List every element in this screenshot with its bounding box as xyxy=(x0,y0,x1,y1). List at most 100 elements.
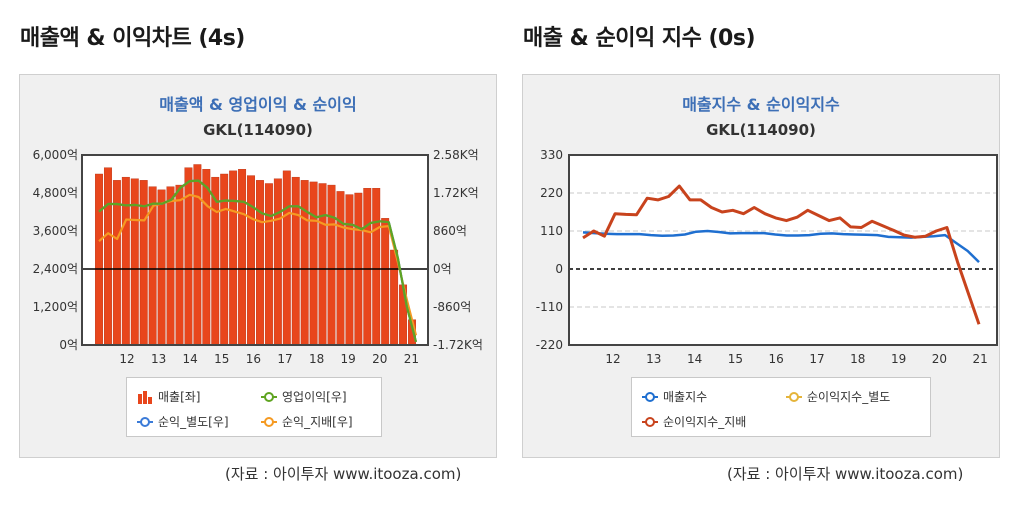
right-legend: 매출지수 순이익지수_별도 순이익지수_지배 xyxy=(631,377,931,437)
left-chart-panel: 매출액 & 영업이익 & 순이익 GKL(114090) 6,000억 4,800… xyxy=(19,74,497,458)
y-right-tick-label: 1.72K억 xyxy=(433,186,479,200)
sales-bar xyxy=(130,178,139,346)
legend-item-sales[interactable]: 매출[좌] xyxy=(137,388,200,405)
right-chart-plot: 330 220 110 0 -110 -220 12 13 14 15 16 17 18 19 20 21 xyxy=(536,148,998,366)
operating-profit-line xyxy=(98,179,418,343)
x-tick-label: 15 xyxy=(728,352,743,366)
right-chart-title: 매출지수 & 순이익지수 xyxy=(682,95,840,114)
left-source-credit: (자료 : 아이투자 www.itooza.com) xyxy=(225,465,462,483)
x-tick-label: 12 xyxy=(605,352,620,366)
sales-bar xyxy=(175,184,184,346)
line-marker-legend-icon xyxy=(786,391,802,402)
legend-label-net-index-separate: 순이익지수_별도 xyxy=(807,390,891,404)
x-tick-label: 20 xyxy=(932,352,947,366)
y-right-tick-label: -1.72K억 xyxy=(433,338,483,352)
x-tick-label: 18 xyxy=(309,352,324,366)
legend-label-operating: 영업이익[우] xyxy=(282,390,347,404)
legend-label-sales: 매출[좌] xyxy=(158,390,201,404)
sales-bar xyxy=(157,189,166,346)
right-plot-area xyxy=(569,155,997,345)
sales-bar xyxy=(318,183,327,346)
y-left-tick-label: 1,200억 xyxy=(33,300,78,314)
legend-item-net-controlling[interactable]: 순익_지배[우] xyxy=(261,413,353,430)
x-tick-label: 20 xyxy=(372,352,387,366)
sales-bar xyxy=(390,249,399,346)
sales-bar xyxy=(372,188,381,346)
bar-legend-icon xyxy=(138,390,152,404)
line-marker-legend-icon xyxy=(642,391,658,402)
y-tick-label: 330 xyxy=(540,148,563,162)
x-tick-label: 13 xyxy=(646,352,661,366)
right-chart-panel: 매출지수 & 순이익지수 GKL(114090) 330 220 110 0 -110 -… xyxy=(522,74,1000,458)
sales-bar xyxy=(273,178,282,346)
x-tick-label: 21 xyxy=(973,352,988,366)
y-tick-label: 220 xyxy=(540,186,563,200)
sales-bar xyxy=(327,184,336,346)
sales-bar xyxy=(256,180,264,346)
x-tick-label: 14 xyxy=(183,352,198,366)
line-marker-legend-icon xyxy=(642,416,658,427)
line-marker-legend-icon xyxy=(261,416,277,427)
x-tick-label: 17 xyxy=(277,352,292,366)
x-tick-label: 21 xyxy=(404,352,419,366)
y-left-tick-label: 2,400억 xyxy=(33,262,78,276)
sales-bar xyxy=(193,164,202,346)
net-controlling-line xyxy=(98,193,418,336)
net-index-controlling-line xyxy=(582,184,981,325)
y-right-tick-label: -860억 xyxy=(433,300,471,314)
sales-bar xyxy=(121,176,130,346)
y-tick-label: -110 xyxy=(536,300,563,314)
sales-bar xyxy=(309,181,318,346)
y-right-tick-label: 0억 xyxy=(433,262,452,276)
y-left-tick-label: 4,800억 xyxy=(33,186,78,200)
sales-bar xyxy=(363,188,372,346)
sales-bar xyxy=(300,180,309,346)
right-section-title: 매출 & 순이익 지수 (0s) xyxy=(523,26,756,51)
y-right-tick-label: 2.58K억 xyxy=(433,148,479,162)
legend-label-net-separate: 순익_별도[우] xyxy=(158,415,229,429)
x-tick-label: 18 xyxy=(850,352,865,366)
legend-label-net-controlling: 순익_지배[우] xyxy=(282,415,353,429)
line-marker-legend-icon xyxy=(261,391,277,402)
x-tick-label: 13 xyxy=(151,352,166,366)
y-left-tick-label: 6,000억 xyxy=(33,148,78,162)
left-chart-subtitle: GKL(114090) xyxy=(203,121,313,139)
x-tick-label: 17 xyxy=(809,352,824,366)
sales-bar xyxy=(229,170,238,346)
right-chart-subtitle: GKL(114090) xyxy=(706,121,816,139)
sales-bar xyxy=(95,173,103,346)
sales-bar xyxy=(238,169,247,346)
legend-label-sales-index: 매출지수 xyxy=(663,390,708,404)
legend-item-net-index-controlling[interactable]: 순이익지수_지배 xyxy=(642,413,746,430)
sales-bar xyxy=(381,218,390,346)
sales-bar xyxy=(247,175,255,346)
line-marker-legend-icon xyxy=(137,416,153,427)
legend-item-operating[interactable]: 영업이익[우] xyxy=(261,388,347,405)
left-section-title: 매출액 & 이익차트 (4s) xyxy=(20,26,245,51)
right-source-credit: (자료 : 아이투자 www.itooza.com) xyxy=(727,465,964,483)
x-tick-label: 14 xyxy=(687,352,702,366)
sales-bar xyxy=(282,170,291,346)
y-tick-label: -220 xyxy=(536,338,563,352)
right-plot-frame xyxy=(568,154,998,346)
left-chart-title: 매출액 & 영업이익 & 순이익 xyxy=(159,95,357,114)
sales-bar xyxy=(166,186,175,346)
y-left-tick-label: 3,600억 xyxy=(33,224,78,238)
x-tick-label: 16 xyxy=(769,352,784,366)
y-tick-label: 0 xyxy=(555,262,563,276)
legend-item-net-separate[interactable]: 순익_별도[우] xyxy=(137,413,229,430)
left-chart-plot: 6,000억 4,800억 3,600억 2,400억 1,200억 0억 2.58K억 1.… xyxy=(33,148,483,366)
sales-bar xyxy=(264,183,273,346)
y-left-tick-label: 0억 xyxy=(59,338,78,352)
legend-item-sales-index[interactable]: 매출지수 xyxy=(642,388,707,405)
legend-item-net-index-separate[interactable]: 순이익지수_별도 xyxy=(786,388,890,405)
x-tick-label: 19 xyxy=(891,352,906,366)
x-tick-label: 19 xyxy=(341,352,356,366)
x-tick-label: 15 xyxy=(214,352,229,366)
left-legend: 매출[좌] 영업이익[우] 순익_별도[우] 순익_지배[우] xyxy=(126,377,382,437)
y-tick-label: 110 xyxy=(540,224,563,238)
sales-bar xyxy=(202,169,211,346)
legend-label-net-index-controlling: 순이익지수_지배 xyxy=(663,415,747,429)
x-tick-label: 12 xyxy=(119,352,134,366)
x-tick-label: 16 xyxy=(246,352,261,366)
